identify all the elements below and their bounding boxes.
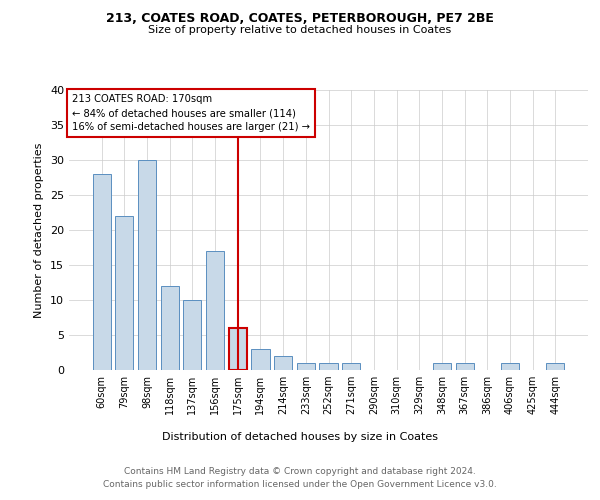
- Bar: [92, 174, 111, 370]
- Bar: [184, 300, 202, 370]
- Bar: [342, 363, 360, 370]
- Bar: [206, 251, 224, 370]
- Text: Contains HM Land Registry data © Crown copyright and database right 2024.: Contains HM Land Registry data © Crown c…: [124, 468, 476, 476]
- Bar: [433, 363, 451, 370]
- Text: 213, COATES ROAD, COATES, PETERBOROUGH, PE7 2BE: 213, COATES ROAD, COATES, PETERBOROUGH, …: [106, 12, 494, 26]
- Text: Distribution of detached houses by size in Coates: Distribution of detached houses by size …: [162, 432, 438, 442]
- Text: Contains public sector information licensed under the Open Government Licence v3: Contains public sector information licen…: [103, 480, 497, 489]
- Bar: [161, 286, 179, 370]
- Bar: [251, 349, 269, 370]
- Bar: [501, 363, 519, 370]
- Bar: [229, 328, 247, 370]
- Y-axis label: Number of detached properties: Number of detached properties: [34, 142, 44, 318]
- Bar: [274, 356, 292, 370]
- Text: Size of property relative to detached houses in Coates: Size of property relative to detached ho…: [148, 25, 452, 35]
- Bar: [546, 363, 565, 370]
- Bar: [319, 363, 338, 370]
- Bar: [138, 160, 156, 370]
- Bar: [115, 216, 133, 370]
- Bar: [297, 363, 315, 370]
- Text: 213 COATES ROAD: 170sqm
← 84% of detached houses are smaller (114)
16% of semi-d: 213 COATES ROAD: 170sqm ← 84% of detache…: [71, 94, 310, 132]
- Bar: [455, 363, 473, 370]
